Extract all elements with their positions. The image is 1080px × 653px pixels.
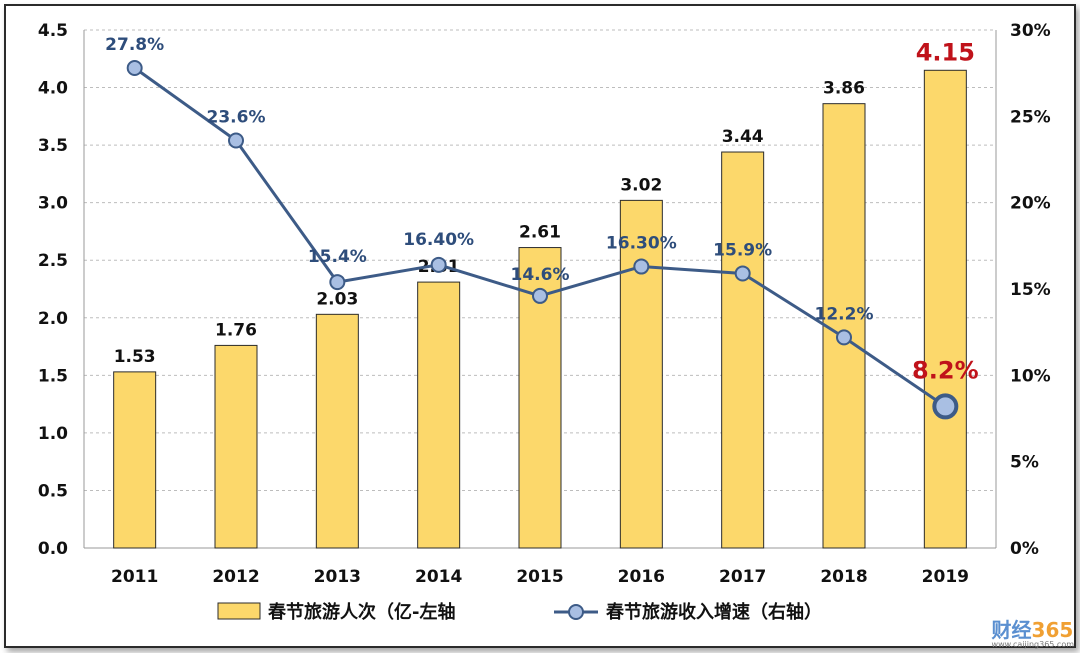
line-value-label: 14.6%	[511, 265, 570, 285]
bar	[113, 371, 157, 549]
line-point	[532, 287, 548, 304]
line-point	[228, 132, 244, 149]
legend-bar-swatch	[217, 602, 261, 620]
line-point	[633, 258, 650, 275]
x-tick-label: 2013	[314, 567, 361, 587]
bar	[315, 313, 359, 549]
y-right-tick-label: 25%	[1010, 107, 1051, 127]
bar	[214, 344, 258, 549]
y-left-tick-label: 0.5	[38, 481, 68, 501]
line-point	[836, 329, 852, 346]
watermark: 财经365 www.caijing365.com	[992, 614, 1074, 649]
bar	[822, 103, 866, 549]
bar-value-label: 4.15	[916, 38, 975, 66]
x-tick-label: 2019	[922, 567, 969, 587]
y-right-tick-label: 15%	[1010, 280, 1051, 300]
y-left-tick-label: 0.0	[38, 539, 68, 559]
x-tick-label: 2014	[415, 567, 462, 587]
line-point	[329, 274, 346, 291]
bar	[619, 199, 663, 549]
y-right-tick-label: 0%	[1010, 539, 1039, 559]
y-left-tick-label: 3.0	[38, 194, 68, 214]
y-left-tick-label: 4.5	[38, 21, 68, 41]
line-point	[932, 393, 959, 420]
bar-value-label: 3.44	[722, 127, 764, 147]
y-left-tick-label: 1.0	[38, 424, 68, 444]
y-left-tick-label: 4.0	[38, 79, 68, 99]
bar-value-label: 3.02	[620, 175, 662, 195]
x-tick-label: 2015	[516, 567, 563, 587]
y-right-tick-label: 10%	[1010, 366, 1051, 386]
bar-value-label: 3.86	[823, 79, 865, 99]
line-value-label: 16.30%	[606, 234, 677, 254]
bar	[721, 151, 765, 549]
chart-frame: 0.0 0.5 1.0 1.5 2.0 2.5 3.0 3.5 4.0 4.5 0% 5% 10% 15%…	[4, 4, 1076, 648]
x-tick-label: 2018	[820, 567, 867, 587]
bar-value-label: 2.03	[316, 289, 358, 309]
chart-svg: 0.0 0.5 1.0 1.5 2.0 2.5 3.0 3.5 4.0 4.5 0% 5% 10% 15%…	[38, 21, 1051, 623]
y-left-tick-label: 1.5	[38, 366, 68, 386]
bar	[923, 69, 967, 549]
line-value-label: 12.2%	[815, 304, 874, 324]
x-tick-label: 2012	[212, 567, 259, 587]
legend-line-marker	[568, 604, 584, 620]
line-value-label: 16.40%	[403, 230, 474, 250]
line-value-label: 15.4%	[308, 247, 367, 267]
line-point	[430, 256, 447, 273]
line-value-label: 8.2%	[912, 356, 979, 384]
line-value-label: 27.8%	[105, 35, 164, 55]
y-right-tick-label: 20%	[1010, 194, 1051, 214]
line-point	[126, 59, 143, 76]
line-value-label: 23.6%	[207, 108, 266, 128]
y-left-tick-label: 3.5	[38, 136, 68, 156]
bar-value-label: 2.61	[519, 223, 561, 243]
y-right-tick-label: 5%	[1010, 453, 1039, 473]
x-tick-label: 2017	[719, 567, 766, 587]
line-point	[734, 265, 751, 282]
x-tick-label: 2016	[618, 567, 665, 587]
legend-bar-label: 春节旅游人次（亿-左轴	[268, 601, 455, 623]
watermark-text: 财经365	[991, 618, 1074, 642]
y-left-tick-label: 2.5	[38, 251, 68, 271]
watermark-number: 365	[1031, 618, 1074, 642]
bar	[417, 281, 461, 549]
y-left-tick-label: 2.0	[38, 309, 68, 329]
bar-value-label: 1.53	[114, 347, 156, 367]
bar-value-label: 1.76	[215, 320, 257, 340]
line-value-label: 15.9%	[713, 240, 772, 260]
x-tick-label: 2011	[111, 567, 158, 587]
y-right-tick-label: 30%	[1010, 21, 1051, 41]
legend-line-label: 春节旅游收入增速（右轴）	[606, 601, 822, 623]
watermark-url: www.caijing365.com	[991, 640, 1074, 649]
